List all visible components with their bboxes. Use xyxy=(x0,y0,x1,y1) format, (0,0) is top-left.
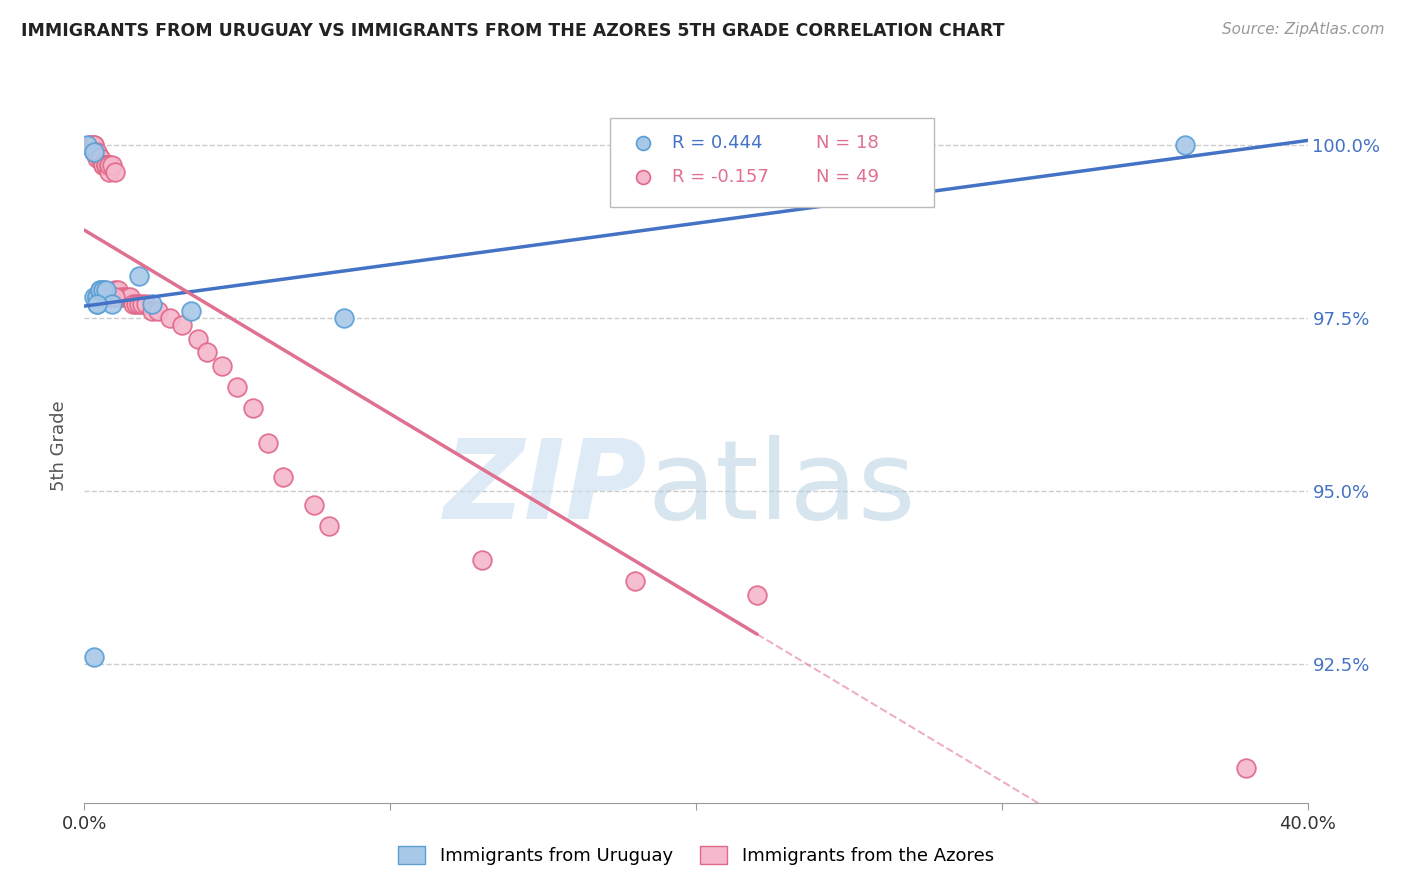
Text: N = 18: N = 18 xyxy=(815,134,879,152)
Point xyxy=(97,158,120,172)
Point xyxy=(135,297,157,311)
Point xyxy=(101,297,124,311)
Point xyxy=(79,137,101,152)
Text: R = -0.157: R = -0.157 xyxy=(672,168,769,186)
Point xyxy=(101,158,124,172)
Point xyxy=(141,304,163,318)
Text: IMMIGRANTS FROM URUGUAY VS IMMIGRANTS FROM THE AZORES 5TH GRADE CORRELATION CHAR: IMMIGRANTS FROM URUGUAY VS IMMIGRANTS FR… xyxy=(21,22,1005,40)
Text: N = 49: N = 49 xyxy=(815,168,879,186)
Point xyxy=(159,310,181,325)
Point xyxy=(624,574,647,588)
Legend: Immigrants from Uruguay, Immigrants from the Azores: Immigrants from Uruguay, Immigrants from… xyxy=(391,838,1001,872)
Point xyxy=(122,297,145,311)
Point xyxy=(186,332,208,346)
Point xyxy=(86,297,108,311)
Point xyxy=(172,318,194,332)
Point xyxy=(89,283,111,297)
Point xyxy=(146,304,169,318)
Point xyxy=(91,158,114,172)
Point xyxy=(131,297,153,311)
Point xyxy=(94,158,117,172)
Point xyxy=(747,588,769,602)
Point xyxy=(97,165,120,179)
Point xyxy=(86,290,108,304)
FancyBboxPatch shape xyxy=(610,118,935,207)
Point xyxy=(76,137,98,152)
Point xyxy=(86,145,108,159)
Point xyxy=(94,158,117,172)
Point xyxy=(104,165,127,179)
Point xyxy=(125,297,148,311)
Text: ZIP: ZIP xyxy=(443,435,647,542)
Point xyxy=(97,158,120,172)
Point xyxy=(226,380,249,394)
Point xyxy=(91,283,114,297)
Text: atlas: atlas xyxy=(647,435,915,542)
Point xyxy=(115,290,138,304)
Point xyxy=(471,553,494,567)
Point xyxy=(83,650,105,665)
Point xyxy=(110,290,132,304)
Point xyxy=(89,283,111,297)
Point xyxy=(195,345,218,359)
Text: Source: ZipAtlas.com: Source: ZipAtlas.com xyxy=(1222,22,1385,37)
Point xyxy=(128,297,150,311)
Point xyxy=(141,297,163,311)
Point xyxy=(91,158,114,172)
Point xyxy=(83,145,105,159)
Point xyxy=(333,310,356,325)
Text: R = 0.444: R = 0.444 xyxy=(672,134,762,152)
Point xyxy=(318,518,340,533)
Point xyxy=(180,304,202,318)
Point xyxy=(1174,137,1197,152)
Point xyxy=(104,283,127,297)
Point xyxy=(107,283,129,297)
Point xyxy=(79,137,101,152)
Point xyxy=(128,269,150,284)
Point xyxy=(83,137,105,152)
Point xyxy=(104,290,127,304)
Point xyxy=(211,359,233,374)
Point xyxy=(86,152,108,166)
Point xyxy=(83,145,105,159)
Point xyxy=(302,498,325,512)
Point xyxy=(83,290,105,304)
Point xyxy=(97,290,120,304)
Point xyxy=(271,470,294,484)
Point xyxy=(91,283,114,297)
Point xyxy=(89,152,111,166)
Point xyxy=(94,283,117,297)
Point xyxy=(1236,761,1258,775)
Y-axis label: 5th Grade: 5th Grade xyxy=(51,401,69,491)
Point xyxy=(242,401,264,415)
Point xyxy=(83,137,105,152)
Point xyxy=(112,290,135,304)
Point xyxy=(86,297,108,311)
Point xyxy=(86,290,108,304)
Point xyxy=(257,435,280,450)
Point xyxy=(89,152,111,166)
Point xyxy=(120,290,142,304)
